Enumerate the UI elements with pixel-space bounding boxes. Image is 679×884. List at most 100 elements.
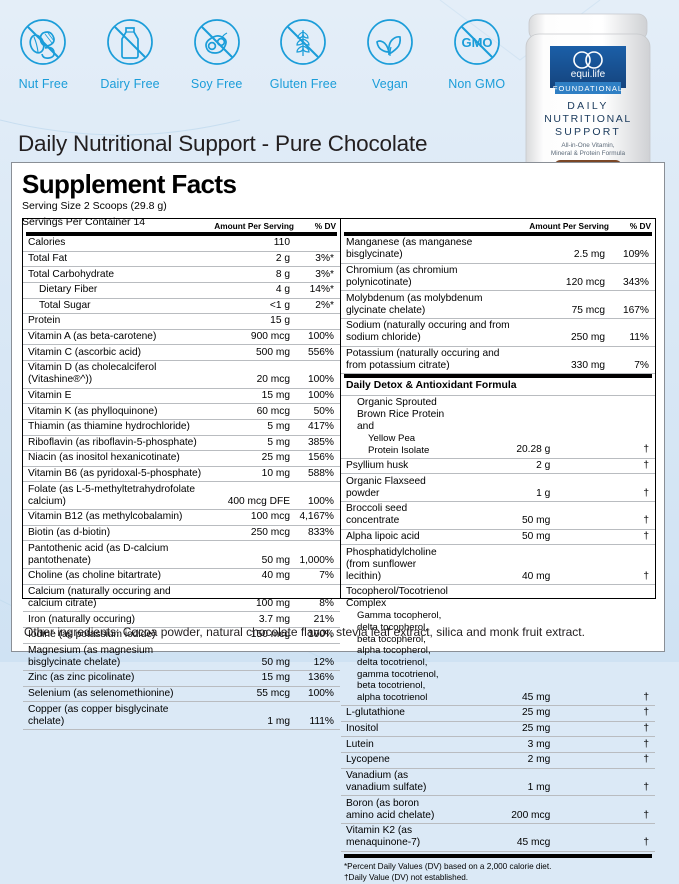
table-row: Molybdenum (as molybdenum glycinate chel… bbox=[341, 290, 655, 319]
row-dv: 3%* bbox=[290, 251, 340, 268]
row-nutrient: Lutein bbox=[341, 736, 446, 754]
row-dv: 109% bbox=[605, 236, 655, 264]
badge-label: Vegan bbox=[372, 77, 408, 91]
detox-heading-text: Daily Detox & Antioxidant Formula bbox=[341, 378, 655, 396]
row-amount: 20 mcg bbox=[204, 360, 290, 389]
row-dv: † bbox=[550, 473, 655, 502]
row-nutrient: Sodium (naturally occuring and from sodi… bbox=[341, 318, 519, 347]
row-amount: 100 mg bbox=[204, 584, 290, 613]
footnote-rule bbox=[344, 853, 652, 858]
row-amount: 250 mcg bbox=[204, 525, 290, 542]
row-nutrient: Vitamin K (as phylloquinone) bbox=[23, 403, 204, 420]
table-row: Pantothenic acid (as D-calcium pantothen… bbox=[23, 540, 340, 569]
row-nutrient: Organic Sprouted Brown Rice Protein and Y… bbox=[341, 395, 446, 459]
header-rule bbox=[344, 232, 652, 236]
row-nutrient: Molybdenum (as molybdenum glycinate chel… bbox=[341, 290, 519, 319]
table-row: Niacin (as inositol hexanicotinate) 25 mg… bbox=[23, 450, 340, 467]
badge-non-gmo: GMO Non GMO bbox=[433, 14, 520, 120]
row-dv: 417% bbox=[290, 419, 340, 436]
badge-nut-free: Nut Free bbox=[0, 14, 87, 120]
row-nutrient: Iodine (as potassium iodide) bbox=[23, 627, 204, 644]
table-row: Manganese (as manganese bisglycinate) 2.5… bbox=[341, 236, 655, 264]
nutrition-column-right: Amount Per Serving % DV Manganese (as ma… bbox=[341, 219, 655, 882]
row-nutrient: Total Carbohydrate bbox=[23, 266, 204, 283]
row-amount: 50 mg bbox=[445, 501, 551, 530]
row-nutrient: Copper (as copper bisglycinate chelate) bbox=[23, 701, 204, 731]
row-amount: 75 mcg bbox=[519, 290, 605, 319]
row-amount: 3.7 mg bbox=[204, 611, 290, 628]
table-row: Psyllium husk 2 g † bbox=[341, 458, 655, 475]
table-row: Total Fat 2 g 3%* bbox=[23, 251, 340, 268]
supplement-facts-heading: Supplement Facts bbox=[22, 169, 237, 199]
table-row: Selenium (as selenomethionine) 55 mcg 100% bbox=[23, 686, 340, 703]
supplement-facts-panel: Supplement Facts Serving Size 2 Scoops (… bbox=[11, 162, 665, 882]
table-row: Lycopene 2 mg † bbox=[341, 752, 655, 769]
row-amount: 100 mcg bbox=[204, 509, 290, 526]
row-nutrient: Magnesium (as magnesium bisglycinate che… bbox=[23, 643, 204, 672]
row-dv: 343% bbox=[605, 263, 655, 292]
row-dv: 100% bbox=[290, 481, 340, 511]
table-row: Tocopherol/Tocotrienol Complex Gamma toco… bbox=[341, 584, 655, 707]
row-dv: 8% bbox=[290, 584, 340, 613]
row-nutrient: Folate (as L-5-methyltetrahydrofolate ca… bbox=[23, 481, 204, 511]
table-row: Sodium (naturally occuring and from sodi… bbox=[341, 318, 655, 347]
row-amount: 8 g bbox=[204, 266, 290, 283]
table-row: Potassium (naturally occuring and from p… bbox=[341, 346, 655, 375]
row-amount: 250 mg bbox=[519, 318, 605, 347]
table-row: Chromium (as chromium polynicotinate) 120… bbox=[341, 263, 655, 292]
row-nutrient: Niacin (as inositol hexanicotinate) bbox=[23, 450, 204, 467]
row-dv: † bbox=[550, 705, 655, 722]
column-headers-left: Amount Per Serving % DV bbox=[23, 219, 340, 232]
footnote-dv-not-established: †Daily Value (DV) not established. bbox=[344, 873, 469, 883]
left-rows-table: Calories 110 Total Fat 2 g 3%* Total Carbohyd… bbox=[23, 236, 340, 731]
row-amount: 2 g bbox=[204, 251, 290, 268]
right-rows-table: Manganese (as manganese bisglycinate) 2.5… bbox=[341, 236, 655, 375]
nutrition-table: Amount Per Serving % DV Calories 110 Total… bbox=[22, 218, 656, 882]
row-nutrient: L-glutathione bbox=[341, 705, 446, 722]
non-gmo-icon: GMO bbox=[453, 19, 500, 65]
row-amount: 2 g bbox=[445, 458, 551, 475]
table-row: Alpha lipoic acid 50 mg † bbox=[341, 529, 655, 546]
table-row: Thiamin (as thiamine hydrochloride) 5 mg 4… bbox=[23, 419, 340, 436]
table-row: Magnesium (as magnesium bisglycinate che… bbox=[23, 643, 340, 672]
table-row: Riboflavin (as riboflavin-5-phosphate) 5 … bbox=[23, 435, 340, 452]
row-nutrient: Pantothenic acid (as D-calcium pantothen… bbox=[23, 540, 204, 569]
nut-free-icon bbox=[20, 19, 67, 65]
table-row: Folate (as L-5-methyltetrahydrofolate ca… bbox=[23, 481, 340, 511]
header-amount-per-serving: Amount Per Serving bbox=[529, 221, 609, 231]
table-row: L-glutathione 25 mg † bbox=[341, 705, 655, 722]
page-title: Daily Nutritional Support - Pure Chocola… bbox=[18, 131, 428, 156]
row-nutrient: Lycopene bbox=[341, 752, 446, 769]
column-headers-right: Amount Per Serving % DV bbox=[341, 219, 655, 232]
row-amount: 15 mg bbox=[204, 670, 290, 687]
table-row: Iron (naturally occuring) 3.7 mg 21% bbox=[23, 611, 340, 628]
row-amount: 50 mg bbox=[204, 540, 290, 569]
row-nutrient: Iron (naturally occuring) bbox=[23, 611, 204, 628]
row-amount: 120 mcg bbox=[519, 263, 605, 292]
header-amount-per-serving: Amount Per Serving bbox=[214, 221, 294, 231]
badge-label: Gluten Free bbox=[269, 77, 337, 91]
table-row: Vitamin K2 (as menaquinone-7) 45 mcg † bbox=[341, 823, 655, 852]
row-dv bbox=[290, 236, 340, 252]
row-nutrient: Vitamin B12 (as methylcobalamin) bbox=[23, 509, 204, 526]
row-amount: 25 mg bbox=[204, 450, 290, 467]
badge-label: Non GMO bbox=[448, 77, 506, 91]
table-row: Vitamin B12 (as methylcobalamin) 100 mcg 4… bbox=[23, 509, 340, 526]
vegan-leaf-icon bbox=[367, 19, 413, 65]
row-amount: 1 mg bbox=[204, 701, 290, 731]
row-dv: 12% bbox=[290, 643, 340, 672]
product-tagline-1: All-in-One Vitamin, bbox=[561, 142, 614, 149]
row-dv: 14%* bbox=[290, 282, 340, 299]
row-nutrient: Selenium (as selenomethionine) bbox=[23, 686, 204, 703]
table-row: Vanadium (as vanadium sulfate) 1 mg † bbox=[341, 768, 655, 797]
badge-gluten-free: Gluten Free bbox=[260, 14, 347, 120]
badge-soy-free: Soy Free bbox=[173, 14, 260, 120]
badge-vegan: Vegan bbox=[347, 14, 434, 120]
row-dv: 7% bbox=[290, 568, 340, 585]
product-name-2: NUTRITIONAL bbox=[544, 113, 632, 125]
row-amount: 40 mg bbox=[204, 568, 290, 585]
table-row: Boron (as boron amino acid chelate) 200 m… bbox=[341, 795, 655, 824]
row-amount: 150 mcg bbox=[204, 627, 290, 644]
row-amount: 50 mg bbox=[445, 529, 551, 546]
other-ingredients: Other ingredients: Cocoa powder, natural… bbox=[24, 624, 585, 639]
